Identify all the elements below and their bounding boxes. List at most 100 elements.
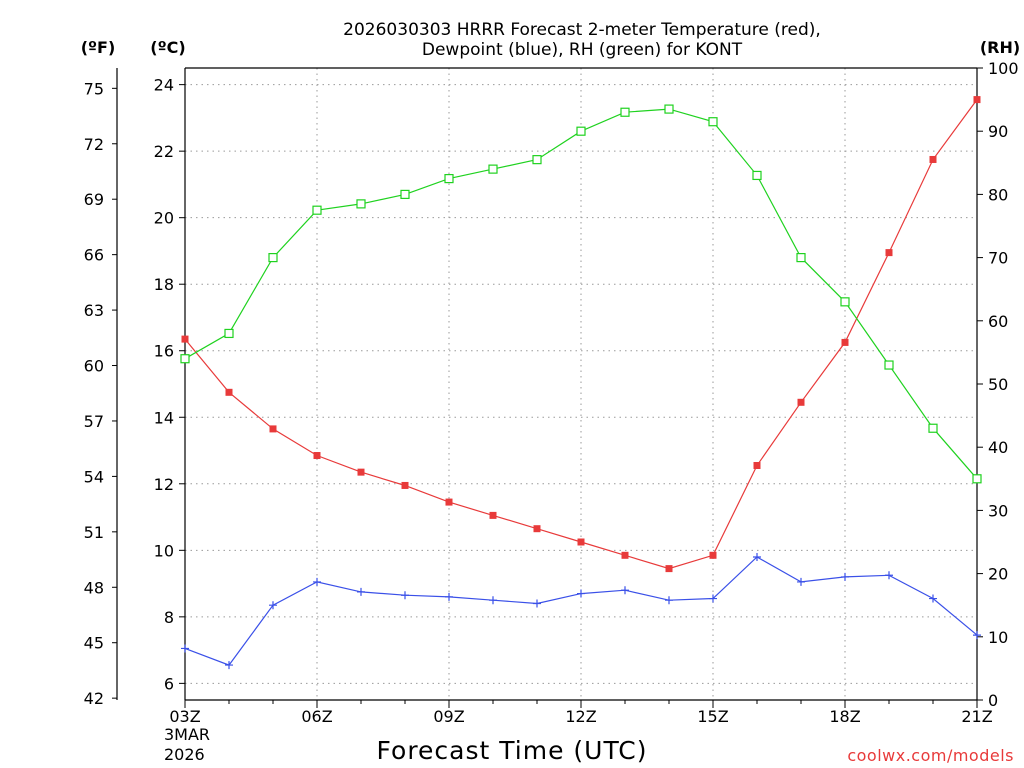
rh-point	[884, 360, 894, 370]
temperature-point	[885, 249, 893, 257]
celsius-tick-label: 18	[154, 275, 174, 294]
rh-point	[180, 354, 190, 364]
fahrenheit-tick-label: 57	[84, 412, 104, 431]
dewpoint-point	[709, 594, 717, 603]
x-axis-title: Forecast Time (UTC)	[377, 736, 648, 765]
rh-point	[928, 423, 938, 433]
rh-tick-label: 60	[988, 312, 1008, 331]
axes	[116, 67, 978, 701]
rh-tick-label: 80	[988, 185, 1008, 204]
temperature-point	[797, 398, 805, 406]
credit-text: coolwx.com/models	[847, 746, 1014, 765]
fahrenheit-tick-label: 69	[84, 190, 104, 209]
temperature-point	[577, 538, 585, 546]
rh-tick-label: 20	[988, 565, 1008, 584]
temperature-point	[225, 388, 233, 396]
dewpoint-point	[621, 586, 629, 595]
dewpoint-point	[929, 594, 937, 603]
temperature-point	[445, 498, 453, 506]
rh-point	[664, 104, 674, 114]
temperature-point	[533, 525, 541, 533]
grid-lines	[184, 68, 978, 700]
celsius-tick-label: 16	[154, 342, 174, 361]
rh-point	[840, 297, 850, 307]
celsius-tick-label: 12	[154, 475, 174, 494]
dewpoint-point	[841, 572, 849, 581]
rh-point	[796, 253, 806, 263]
dewpoint-point	[445, 592, 453, 601]
dewpoint-point	[797, 577, 805, 586]
temperature-point	[709, 551, 717, 559]
rh-tick-label: 50	[988, 375, 1008, 394]
temperature-point	[753, 461, 761, 469]
rh-axis-unit: (RH)	[980, 38, 1020, 57]
dewpoint-point	[357, 587, 365, 596]
temperature-point	[489, 511, 497, 519]
dewpoint-point	[401, 591, 409, 600]
rh-point	[532, 155, 542, 165]
rh-point	[488, 164, 498, 174]
fahrenheit-tick-label: 48	[84, 578, 104, 597]
temperature-point	[401, 481, 409, 489]
temperature-point	[929, 155, 937, 163]
dewpoint-point	[181, 644, 189, 653]
date-label-day: 3MAR	[164, 725, 210, 744]
celsius-tick-label: 22	[154, 142, 174, 161]
temperature-point	[357, 468, 365, 476]
rh-tick-label: 90	[988, 122, 1008, 141]
x-axis: 03Z 06Z 09Z 12Z 15Z 18Z 21Z	[169, 700, 993, 726]
fahrenheit-tick-label: 54	[84, 467, 104, 486]
rh-point	[312, 205, 322, 215]
rh-point	[752, 170, 762, 181]
fahrenheit-tick-label: 63	[84, 301, 104, 320]
temperature-point	[621, 551, 629, 559]
fahrenheit-tick-label: 72	[84, 135, 104, 154]
rh-tick-label: 30	[988, 501, 1008, 520]
rh-point	[356, 199, 366, 209]
fahrenheit-tick-label: 42	[84, 689, 104, 708]
chart-title-line-1: 2026030303 HRRR Forecast 2-meter Tempera…	[343, 20, 821, 40]
temperature-point	[313, 452, 321, 460]
chart-title-line-2: Dewpoint (blue), RH (green) for KONT	[422, 40, 743, 60]
x-tick-label: 03Z	[169, 707, 200, 726]
dewpoint-point	[885, 571, 893, 580]
dewpoint-point	[665, 596, 673, 605]
rh-point	[268, 253, 278, 263]
fahrenheit-tick-label: 75	[84, 79, 104, 98]
celsius-axis: 6 8 10 12 14 16 18 20 22 24	[154, 76, 185, 693]
temperature-point	[665, 565, 673, 573]
rh-tick-label: 70	[988, 249, 1008, 268]
fahrenheit-tick-label: 51	[84, 523, 104, 542]
dewpoint-point	[489, 596, 497, 605]
x-tick-label: 21Z	[961, 707, 992, 726]
dewpoint-point	[533, 599, 541, 608]
dewpoint-point	[313, 577, 321, 586]
rh-point	[708, 117, 718, 127]
celsius-tick-label: 14	[154, 408, 174, 427]
rh-tick-label: 40	[988, 438, 1008, 457]
celsius-tick-label: 24	[154, 76, 174, 95]
x-tick-label: 09Z	[433, 707, 464, 726]
x-tick-label: 15Z	[697, 707, 728, 726]
fahrenheit-tick-label: 45	[84, 634, 104, 653]
celsius-tick-label: 20	[154, 209, 174, 228]
celsius-tick-label: 8	[164, 608, 174, 627]
rh-axis: 0 10 20 30 40 50 60 70 80 90 100	[977, 59, 1019, 710]
dewpoint-point	[269, 601, 277, 610]
dewpoint-line	[184, 556, 978, 666]
dewpoint-point	[753, 552, 761, 561]
fahrenheit-axis-unit: (ºF)	[81, 38, 116, 57]
date-label-year: 2026	[164, 745, 205, 764]
fahrenheit-axis: 42 45 48 51 54 57 60 63 66 69 72 75	[84, 79, 117, 708]
rh-point	[620, 107, 630, 117]
data-series	[180, 96, 982, 670]
x-tick-label: 12Z	[565, 707, 596, 726]
dewpoint-point	[225, 661, 233, 670]
celsius-tick-label: 6	[164, 674, 174, 693]
dewpoint-point	[973, 631, 981, 640]
temperature-point	[841, 338, 849, 346]
temperature-point	[973, 96, 981, 104]
rh-point	[400, 189, 410, 199]
rh-point	[444, 174, 454, 184]
